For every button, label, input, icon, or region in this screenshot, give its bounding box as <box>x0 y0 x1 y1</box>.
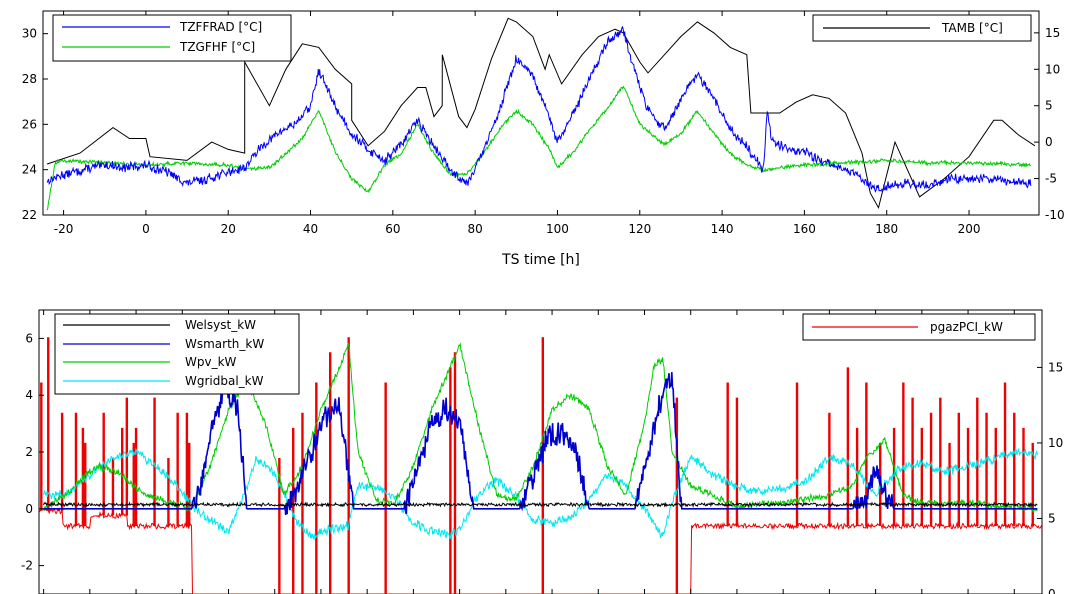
y-left-tick-label: 0 <box>25 502 33 516</box>
top-legend-left-box <box>52 14 292 62</box>
series-pgazpci-kw-line <box>39 507 1042 594</box>
y-left-tick-label: 28 <box>22 72 37 86</box>
bottom-legend-left: Welsyst_kW Wsmarth_kW Wpv_kW Wgridbal_kW <box>54 313 300 395</box>
y-left-tick-label: -2 <box>21 559 33 573</box>
x-tick-label: 140 <box>711 222 734 236</box>
x-tick-label: 200 <box>958 222 981 236</box>
top-ticks-group: -20 0 20 40 60 80 100 120 140 160 180 2002224262830… <box>22 11 1065 236</box>
top-series-group <box>46 17 1036 211</box>
bottom-ticks-group: 0102030405060708090100110120130140150160… <box>21 310 1063 594</box>
legend-label-wpv: Wpv_kW <box>185 355 237 369</box>
y-right-tick-label: -5 <box>1045 172 1057 186</box>
y-left-tick-label: 26 <box>22 117 37 131</box>
legend-label-wgridbal: Wgridbal_kW <box>185 374 264 388</box>
y-left-tick-label: 22 <box>22 208 37 222</box>
x-tick-label: 120 <box>628 222 651 236</box>
series-wgridbal-kw-line <box>43 447 1038 540</box>
x-tick-label: 0 <box>142 222 150 236</box>
x-tick-label: 100 <box>546 222 569 236</box>
series-tamb-c-line <box>46 17 1036 210</box>
y-right-tick-label: 15 <box>1048 360 1063 374</box>
series-tzgfhf-c-line <box>46 85 1032 211</box>
top-legend-right: TAMB [°C] <box>812 14 1032 42</box>
top-chart: -20 0 20 40 60 80 100 120 140 160 180 2002224262830… <box>22 10 1065 268</box>
x-tick-label: 20 <box>221 222 236 236</box>
x-tick-label: 40 <box>303 222 318 236</box>
legend-label-wsmarth: Wsmarth_kW <box>185 337 264 351</box>
y-left-tick-label: 2 <box>25 445 33 459</box>
legend-label-tamb: TAMB [°C] <box>941 21 1003 35</box>
y-left-tick-label: 30 <box>22 27 37 41</box>
top-x-axis-title: TS time [h] <box>501 252 580 268</box>
y-right-tick-label: 15 <box>1045 26 1060 40</box>
bottom-legend-right: pgazPCI_kW <box>802 313 1036 341</box>
y-right-tick-label: 0 <box>1048 587 1056 594</box>
x-tick-label: 80 <box>468 222 483 236</box>
top-legend-left: TZFFRAD [°C] TZGFHF [°C] <box>52 14 292 62</box>
series-welsyst-kw-line <box>43 501 1038 508</box>
y-right-tick-label: 10 <box>1048 436 1063 450</box>
y-right-tick-label: 10 <box>1045 62 1060 76</box>
y-left-tick-label: 4 <box>25 388 33 402</box>
y-left-tick-label: 24 <box>22 163 37 177</box>
legend-label-pgazpci: pgazPCI_kW <box>930 320 1003 334</box>
y-right-tick-label: 5 <box>1045 99 1053 113</box>
x-tick-label: -20 <box>54 222 74 236</box>
x-tick-label: 60 <box>385 222 400 236</box>
x-tick-label: 180 <box>875 222 898 236</box>
legend-label-welsyst: Welsyst_kW <box>185 318 256 332</box>
series-wpv-kw-line <box>43 342 1038 514</box>
y-right-tick-label: 5 <box>1048 511 1056 525</box>
series-tzffrad-c-line <box>46 25 1032 193</box>
series-wsmarth-kw-line <box>43 372 1038 515</box>
legend-label-tzgfhf: TZGFHF [°C] <box>179 40 255 54</box>
bottom-series-group <box>39 337 1042 594</box>
bottom-chart: 0102030405060708090100110120130140150160… <box>21 309 1063 594</box>
y-right-tick-label: 0 <box>1045 135 1053 149</box>
legend-label-tzffrad: TZFFRAD [°C] <box>179 20 262 34</box>
y-left-tick-label: 6 <box>25 331 33 345</box>
y-right-tick-label: -10 <box>1045 208 1065 222</box>
x-tick-label: 160 <box>793 222 816 236</box>
